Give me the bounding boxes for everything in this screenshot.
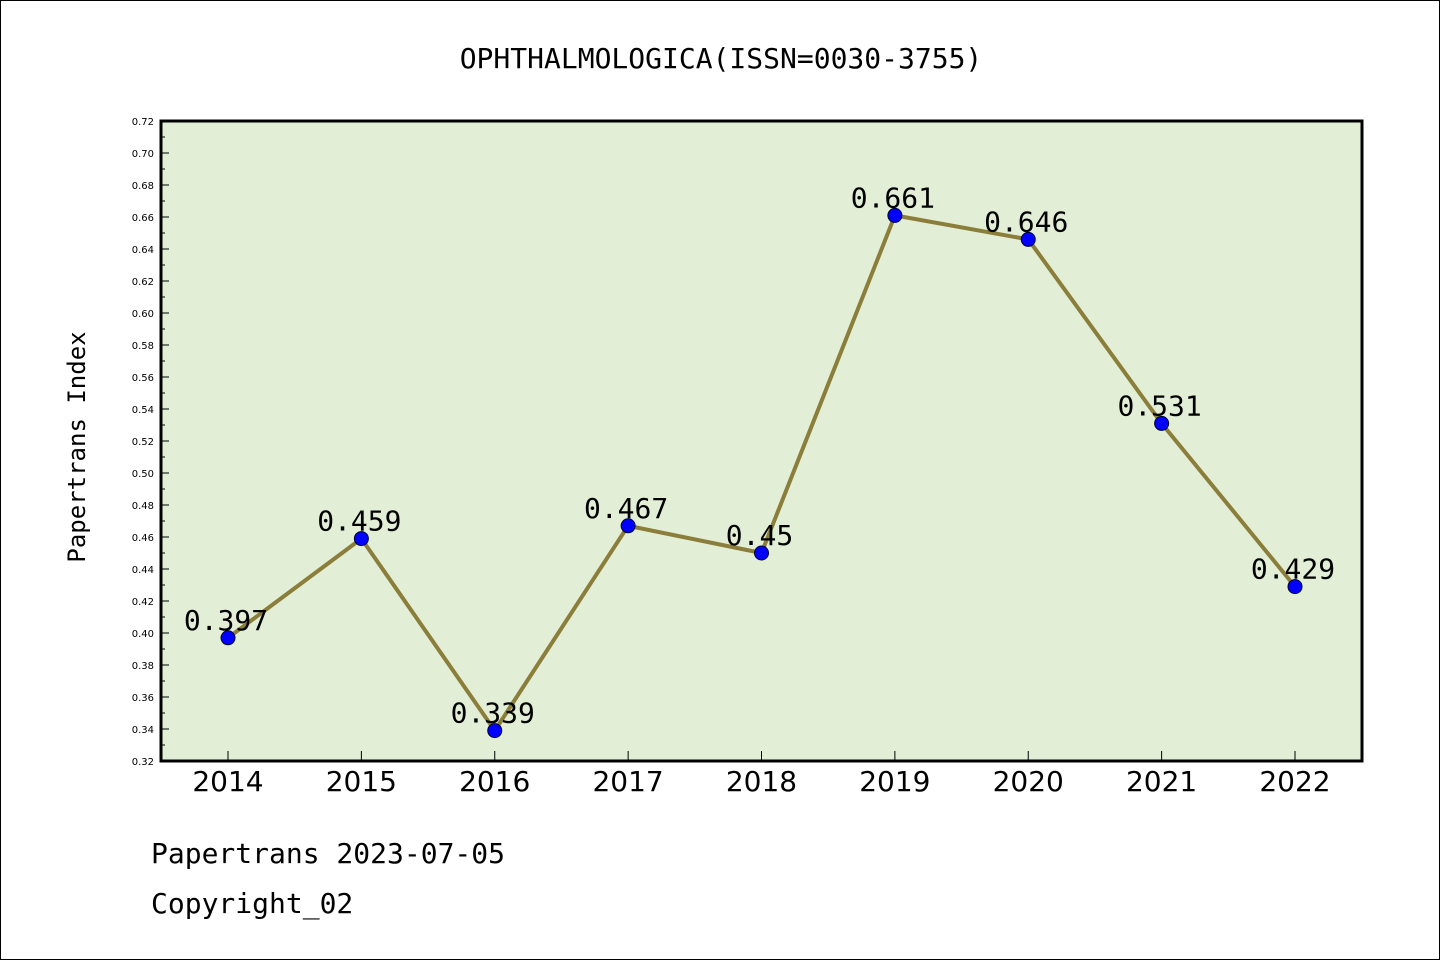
x-tick-label: 2015 xyxy=(326,765,397,798)
data-labels: 0.397 0.459 0.339 0.467 0.45 0.661 0.646 0.531 0… xyxy=(184,181,1335,729)
data-point-marker xyxy=(353,531,369,547)
x-tick-label: 2022 xyxy=(1259,765,1330,798)
data-label: 0.467 xyxy=(584,492,668,525)
data-point-marker xyxy=(1154,415,1170,431)
data-point-marker xyxy=(1020,231,1036,247)
y-tick-label: 0.44 xyxy=(132,565,154,576)
x-tick-label: 2017 xyxy=(592,765,663,798)
x-tick-label: 2019 xyxy=(859,765,930,798)
y-tick-label: 0.56 xyxy=(132,373,154,384)
data-point-marker xyxy=(220,630,236,646)
data-label: 0.339 xyxy=(451,697,535,730)
data-label: 0.45 xyxy=(726,519,793,552)
y-tick-label: 0.68 xyxy=(132,181,154,192)
y-tick-label: 0.34 xyxy=(132,725,154,736)
x-axis-ticks: 2014 2015 2016 2017 2018 2019 2020 2021 2022 xyxy=(192,751,1331,798)
x-tick-label: 2018 xyxy=(726,765,797,798)
data-label: 0.459 xyxy=(317,505,401,538)
chart-title: OPHTHALMOLOGICA(ISSN=0030-3755) xyxy=(460,42,983,75)
x-tick-label: 2014 xyxy=(192,765,263,798)
data-label: 0.531 xyxy=(1117,389,1201,422)
data-point-marker xyxy=(620,518,636,534)
data-point-marker xyxy=(1287,579,1303,595)
x-tick-label: 2021 xyxy=(1126,765,1197,798)
y-tick-label: 0.46 xyxy=(132,533,154,544)
y-tick-label: 0.64 xyxy=(132,245,154,256)
y-tick-label: 0.70 xyxy=(132,149,154,160)
data-point-marker xyxy=(887,207,903,223)
plot-border xyxy=(159,119,1364,763)
footer-copyright: Copyright_02 xyxy=(151,887,354,920)
y-tick-label: 0.50 xyxy=(132,469,154,480)
y-tick-label: 0.52 xyxy=(132,437,154,448)
y-tick-label: 0.60 xyxy=(132,309,154,320)
data-point-marker xyxy=(754,545,769,561)
data-label: 0.661 xyxy=(851,181,935,214)
data-markers xyxy=(220,207,1303,739)
y-tick-label: 0.72 xyxy=(132,117,154,128)
data-point-marker xyxy=(487,723,503,739)
y-tick-label: 0.36 xyxy=(132,693,154,704)
x-tick-label: 2020 xyxy=(993,765,1064,798)
y-tick-label: 0.40 xyxy=(132,629,154,640)
y-tick-label: 0.32 xyxy=(132,757,154,768)
data-label: 0.429 xyxy=(1251,553,1335,586)
y-tick-label: 0.66 xyxy=(132,213,154,224)
y-tick-label: 0.62 xyxy=(132,277,154,288)
y-axis-label: Papertrans Index xyxy=(63,331,91,562)
y-tick-label: 0.58 xyxy=(132,341,154,352)
data-label: 0.646 xyxy=(984,205,1068,238)
plot-area xyxy=(161,121,1362,761)
x-tick-label: 2016 xyxy=(459,765,530,798)
y-tick-label: 0.42 xyxy=(132,597,154,608)
y-tick-label: 0.48 xyxy=(132,501,154,512)
y-tick-label: 0.54 xyxy=(132,405,154,416)
data-label: 0.397 xyxy=(184,604,268,637)
y-tick-label: 0.38 xyxy=(132,661,154,672)
footer-date: Papertrans 2023-07-05 xyxy=(151,837,506,870)
